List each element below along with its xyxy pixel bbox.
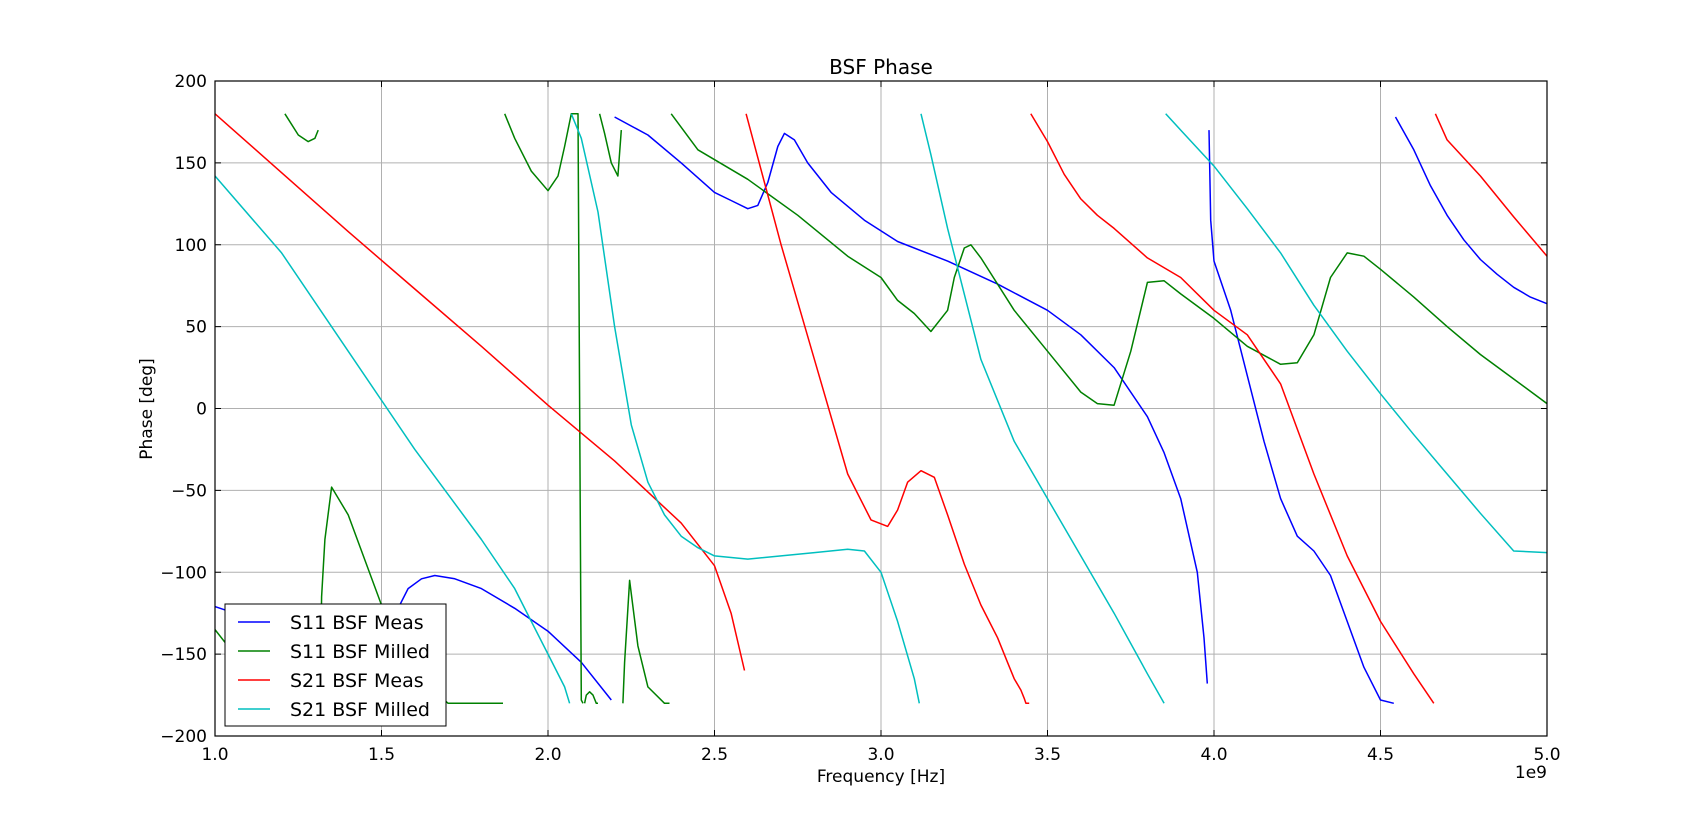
y-tick-label: −100	[160, 563, 207, 583]
legend-box	[224, 603, 447, 727]
chart-title: BSF Phase	[829, 55, 933, 79]
y-tick-label: −200	[160, 727, 207, 747]
x-tick-label: 1.5	[368, 745, 395, 765]
x-axis-ticks: 1.0 1.5 2.0 2.5 3.0 3.5 4.0 4.5 5.0	[201, 81, 1561, 765]
x-axis-label: Frequency [Hz]	[817, 767, 945, 787]
x-tick-label: 2.0	[534, 745, 561, 765]
x-tick-label: 3.0	[867, 745, 894, 765]
legend-label-s11-bsf-meas: S11 BSF Meas	[290, 612, 424, 634]
series-line-s21-bsf-milled	[215, 113, 1547, 704]
x-scale-multiplier: 1e9	[1515, 763, 1547, 783]
y-tick-label: −150	[160, 645, 207, 665]
legend-label-s21-bsf-meas: S21 BSF Meas	[290, 670, 424, 692]
x-tick-label: 3.5	[1034, 745, 1061, 765]
y-tick-label: 0	[196, 400, 207, 420]
x-tick-label: 4.0	[1200, 745, 1227, 765]
y-axis-label: Phase [deg]	[137, 358, 157, 459]
y-tick-label: 200	[175, 72, 207, 92]
y-tick-label: 100	[175, 236, 207, 256]
x-tick-label: 4.5	[1367, 745, 1394, 765]
y-tick-label: 50	[185, 318, 207, 338]
x-tick-label: 5.0	[1533, 745, 1560, 765]
legend-label-s21-bsf-milled: S21 BSF Milled	[290, 699, 430, 721]
x-tick-label: 2.5	[701, 745, 728, 765]
x-tick-label: 1.0	[201, 745, 228, 765]
legend: S11 BSF Meas S11 BSF Milled S21 BSF Meas S2…	[224, 603, 447, 727]
y-tick-label: 150	[175, 154, 207, 174]
y-tick-label: −50	[171, 481, 207, 501]
series-line-s21-bsf-meas	[215, 113, 1547, 705]
y-axis-ticks: 200 150 100 50 0 −50 −100 −150 −200	[160, 72, 1547, 747]
legend-label-s11-bsf-milled: S11 BSF Milled	[290, 641, 430, 663]
